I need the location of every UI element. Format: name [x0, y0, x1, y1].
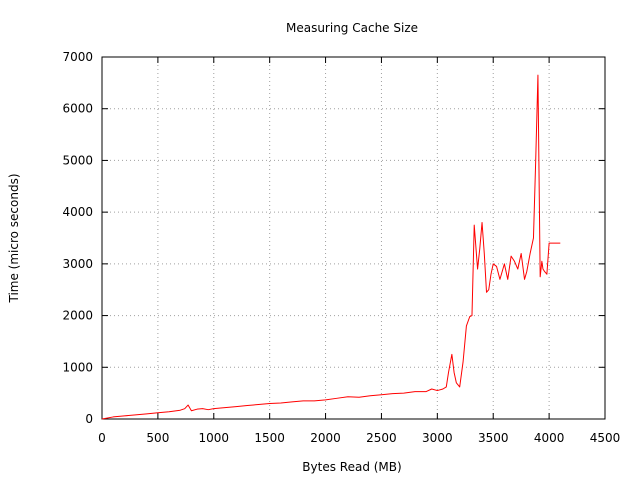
grid	[102, 57, 605, 419]
series-layer	[101, 74, 561, 420]
y-tick-label: 7000	[62, 50, 93, 64]
x-tick-label: 3000	[422, 431, 453, 445]
series-line-1	[101, 74, 561, 420]
x-tick-label: 0	[98, 431, 106, 445]
y-tick-label: 1000	[62, 360, 93, 374]
x-tick-label: 3500	[478, 431, 509, 445]
y-tick-label: 5000	[62, 153, 93, 167]
x-tick-label: 4500	[590, 431, 621, 445]
y-tick-label: 0	[85, 412, 93, 426]
x-tick-label: 1500	[254, 431, 285, 445]
x-axis-label: Bytes Read (MB)	[302, 460, 401, 474]
y-axis-label: Time (micro seconds)	[7, 173, 21, 303]
x-tick-label: 1000	[199, 431, 230, 445]
chart-title: Measuring Cache Size	[286, 21, 418, 35]
y-tick-label: 2000	[62, 309, 93, 323]
plot-frame	[101, 56, 606, 420]
y-tick-label: 4000	[62, 205, 93, 219]
y-tick-label: 3000	[62, 257, 93, 271]
axis-ticks: 0 500 1000 1500 2000 2500 3000 3500 4000 4500 0 100…	[62, 50, 620, 445]
x-tick-label: 4000	[534, 431, 565, 445]
x-tick-label: 2500	[366, 431, 397, 445]
x-tick-label: 500	[146, 431, 169, 445]
x-tick-label: 2000	[310, 431, 341, 445]
y-tick-label: 6000	[62, 102, 93, 116]
